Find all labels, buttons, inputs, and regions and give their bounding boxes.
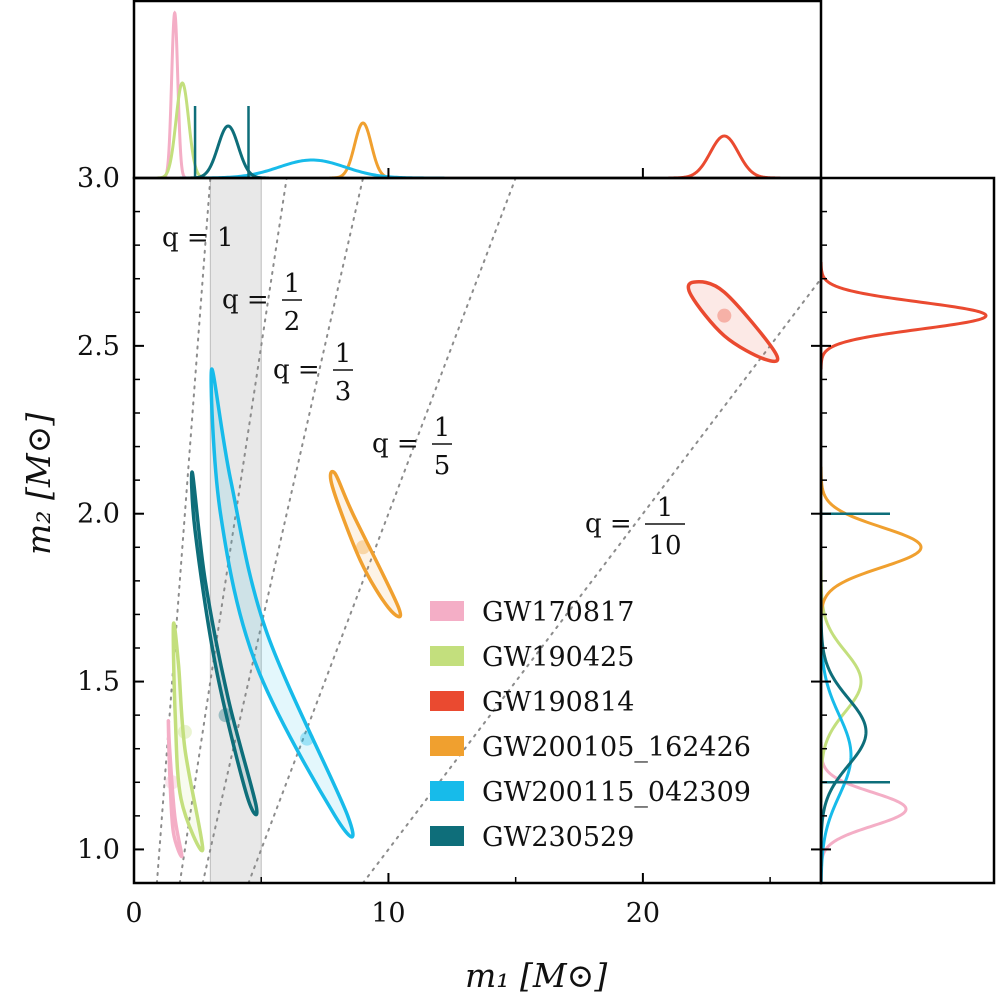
x-tick-label: 0 xyxy=(125,898,142,929)
right-marginal-frame xyxy=(819,176,996,885)
q-label-numerator: 1 xyxy=(335,339,352,369)
q-label-text: q = 1 xyxy=(162,223,234,253)
q-label-2: q = 1 3 xyxy=(273,339,353,407)
legend-label: GW200105_162426 xyxy=(482,732,751,763)
legend-item-GW190814: GW190814 xyxy=(430,687,634,718)
legend-label: GW170817 xyxy=(482,597,634,628)
top-marginal-frame xyxy=(132,0,823,180)
contour-fill xyxy=(330,471,401,617)
m1-marginal-GW200115_042309 xyxy=(179,158,445,178)
contour-fill xyxy=(211,369,353,837)
y-tick-label: 2.0 xyxy=(77,499,120,530)
legend-label: GW230529 xyxy=(482,822,634,853)
m1-marginal-GW190425 xyxy=(156,81,208,178)
m2-marginal-GW200115_042309 xyxy=(821,594,853,883)
contour-line xyxy=(171,621,205,853)
q-label-denominator: 3 xyxy=(335,377,352,407)
legend-swatch xyxy=(430,691,464,711)
contour-fill xyxy=(688,281,778,362)
q-line-0 xyxy=(155,178,212,883)
m1-marginals xyxy=(156,10,781,178)
legend-item-GW230529: GW230529 xyxy=(430,822,634,853)
contour-GW190814 xyxy=(686,280,780,364)
contour-line xyxy=(209,367,355,839)
y-tick-label: 1.0 xyxy=(77,834,120,865)
legend-item-GW200105_162426: GW200105_162426 xyxy=(430,732,751,763)
q-label-numerator: 1 xyxy=(284,269,301,299)
legend-swatch xyxy=(430,736,464,756)
q-label-4: q = 1 10 xyxy=(585,493,685,561)
legend-item-GW170817: GW170817 xyxy=(430,597,634,628)
contour-GW200105_162426 xyxy=(328,469,403,619)
legend-label: GW190425 xyxy=(482,642,634,673)
mass-gap-band xyxy=(209,178,262,883)
q-line-2 xyxy=(201,178,365,883)
q-label-text: q = xyxy=(585,509,632,539)
legend-item-GW190425: GW190425 xyxy=(430,642,634,673)
m1-marginal-GW190814 xyxy=(668,134,781,178)
q-label-text: q = xyxy=(273,355,320,385)
m2-marginals xyxy=(821,261,988,883)
contour-peak xyxy=(717,308,732,323)
y-tick-label: 2.5 xyxy=(77,331,120,362)
y-tick-label: 1.5 xyxy=(77,667,120,698)
mass-ratio-lines xyxy=(155,178,821,883)
mass-ratio-labels: q = 1 q = 1 2 q = 1 3 q = 1 5 q = 1 10 xyxy=(162,223,685,561)
contour-line xyxy=(686,280,780,364)
legend-label: GW190814 xyxy=(482,687,634,718)
legend-swatch xyxy=(430,826,464,846)
contour-GW200115_042309 xyxy=(209,367,355,839)
q-label-text: q = xyxy=(372,429,419,459)
q-line-4 xyxy=(362,277,821,883)
y-axis-label: m₂ [M⊙] xyxy=(19,413,58,555)
q-label-denominator: 10 xyxy=(648,531,681,561)
x-axis-label: m₁ [M⊙] xyxy=(465,956,607,995)
legend: GW170817 GW190425 GW190814 GW200105_162426 G… xyxy=(430,597,751,853)
m2-marginal-GW200105_162426 xyxy=(821,466,923,628)
q-label-denominator: 2 xyxy=(284,307,301,337)
m1-marginal-GW200105_162426 xyxy=(329,121,397,178)
contour-line xyxy=(166,719,184,859)
q-label-text: q = xyxy=(222,285,269,315)
m1-marginal-GW170817 xyxy=(162,10,188,178)
q-label-numerator: 1 xyxy=(434,413,451,443)
m2-marginal-GW190814 xyxy=(821,261,988,370)
x-tick-label: 20 xyxy=(626,898,660,929)
legend-swatch xyxy=(430,646,464,666)
contour-GW190425 xyxy=(171,621,205,853)
q-label-numerator: 1 xyxy=(657,493,674,523)
q-line-1 xyxy=(178,178,288,883)
posterior-contours xyxy=(165,280,780,859)
q-label-denominator: 5 xyxy=(434,451,451,481)
contour-line xyxy=(328,469,403,619)
legend-item-GW200115_042309: GW200115_042309 xyxy=(430,777,751,808)
x-tick-label: 10 xyxy=(371,898,405,929)
axis-ticks: 0 10 20 1.0 1.5 2.0 2.5 3.0 xyxy=(77,163,831,929)
legend-swatch xyxy=(430,601,464,621)
shaded-band-group xyxy=(209,178,262,883)
y-tick-label: 3.0 xyxy=(77,163,120,194)
m2-marginal-GW230529 xyxy=(821,597,868,867)
contour-line xyxy=(189,470,259,817)
contour-GW170817 xyxy=(165,719,184,859)
m1-marginal-GW230529 xyxy=(187,124,269,178)
legend-label: GW200115_042309 xyxy=(482,777,751,808)
q-label-3: q = 1 5 xyxy=(372,413,452,481)
q-label-1: q = 1 2 xyxy=(222,269,302,337)
legend-swatch xyxy=(430,781,464,801)
q-line-3 xyxy=(247,178,517,883)
q-label-0: q = 1 xyxy=(162,223,234,253)
contour-GW230529 xyxy=(189,470,259,817)
